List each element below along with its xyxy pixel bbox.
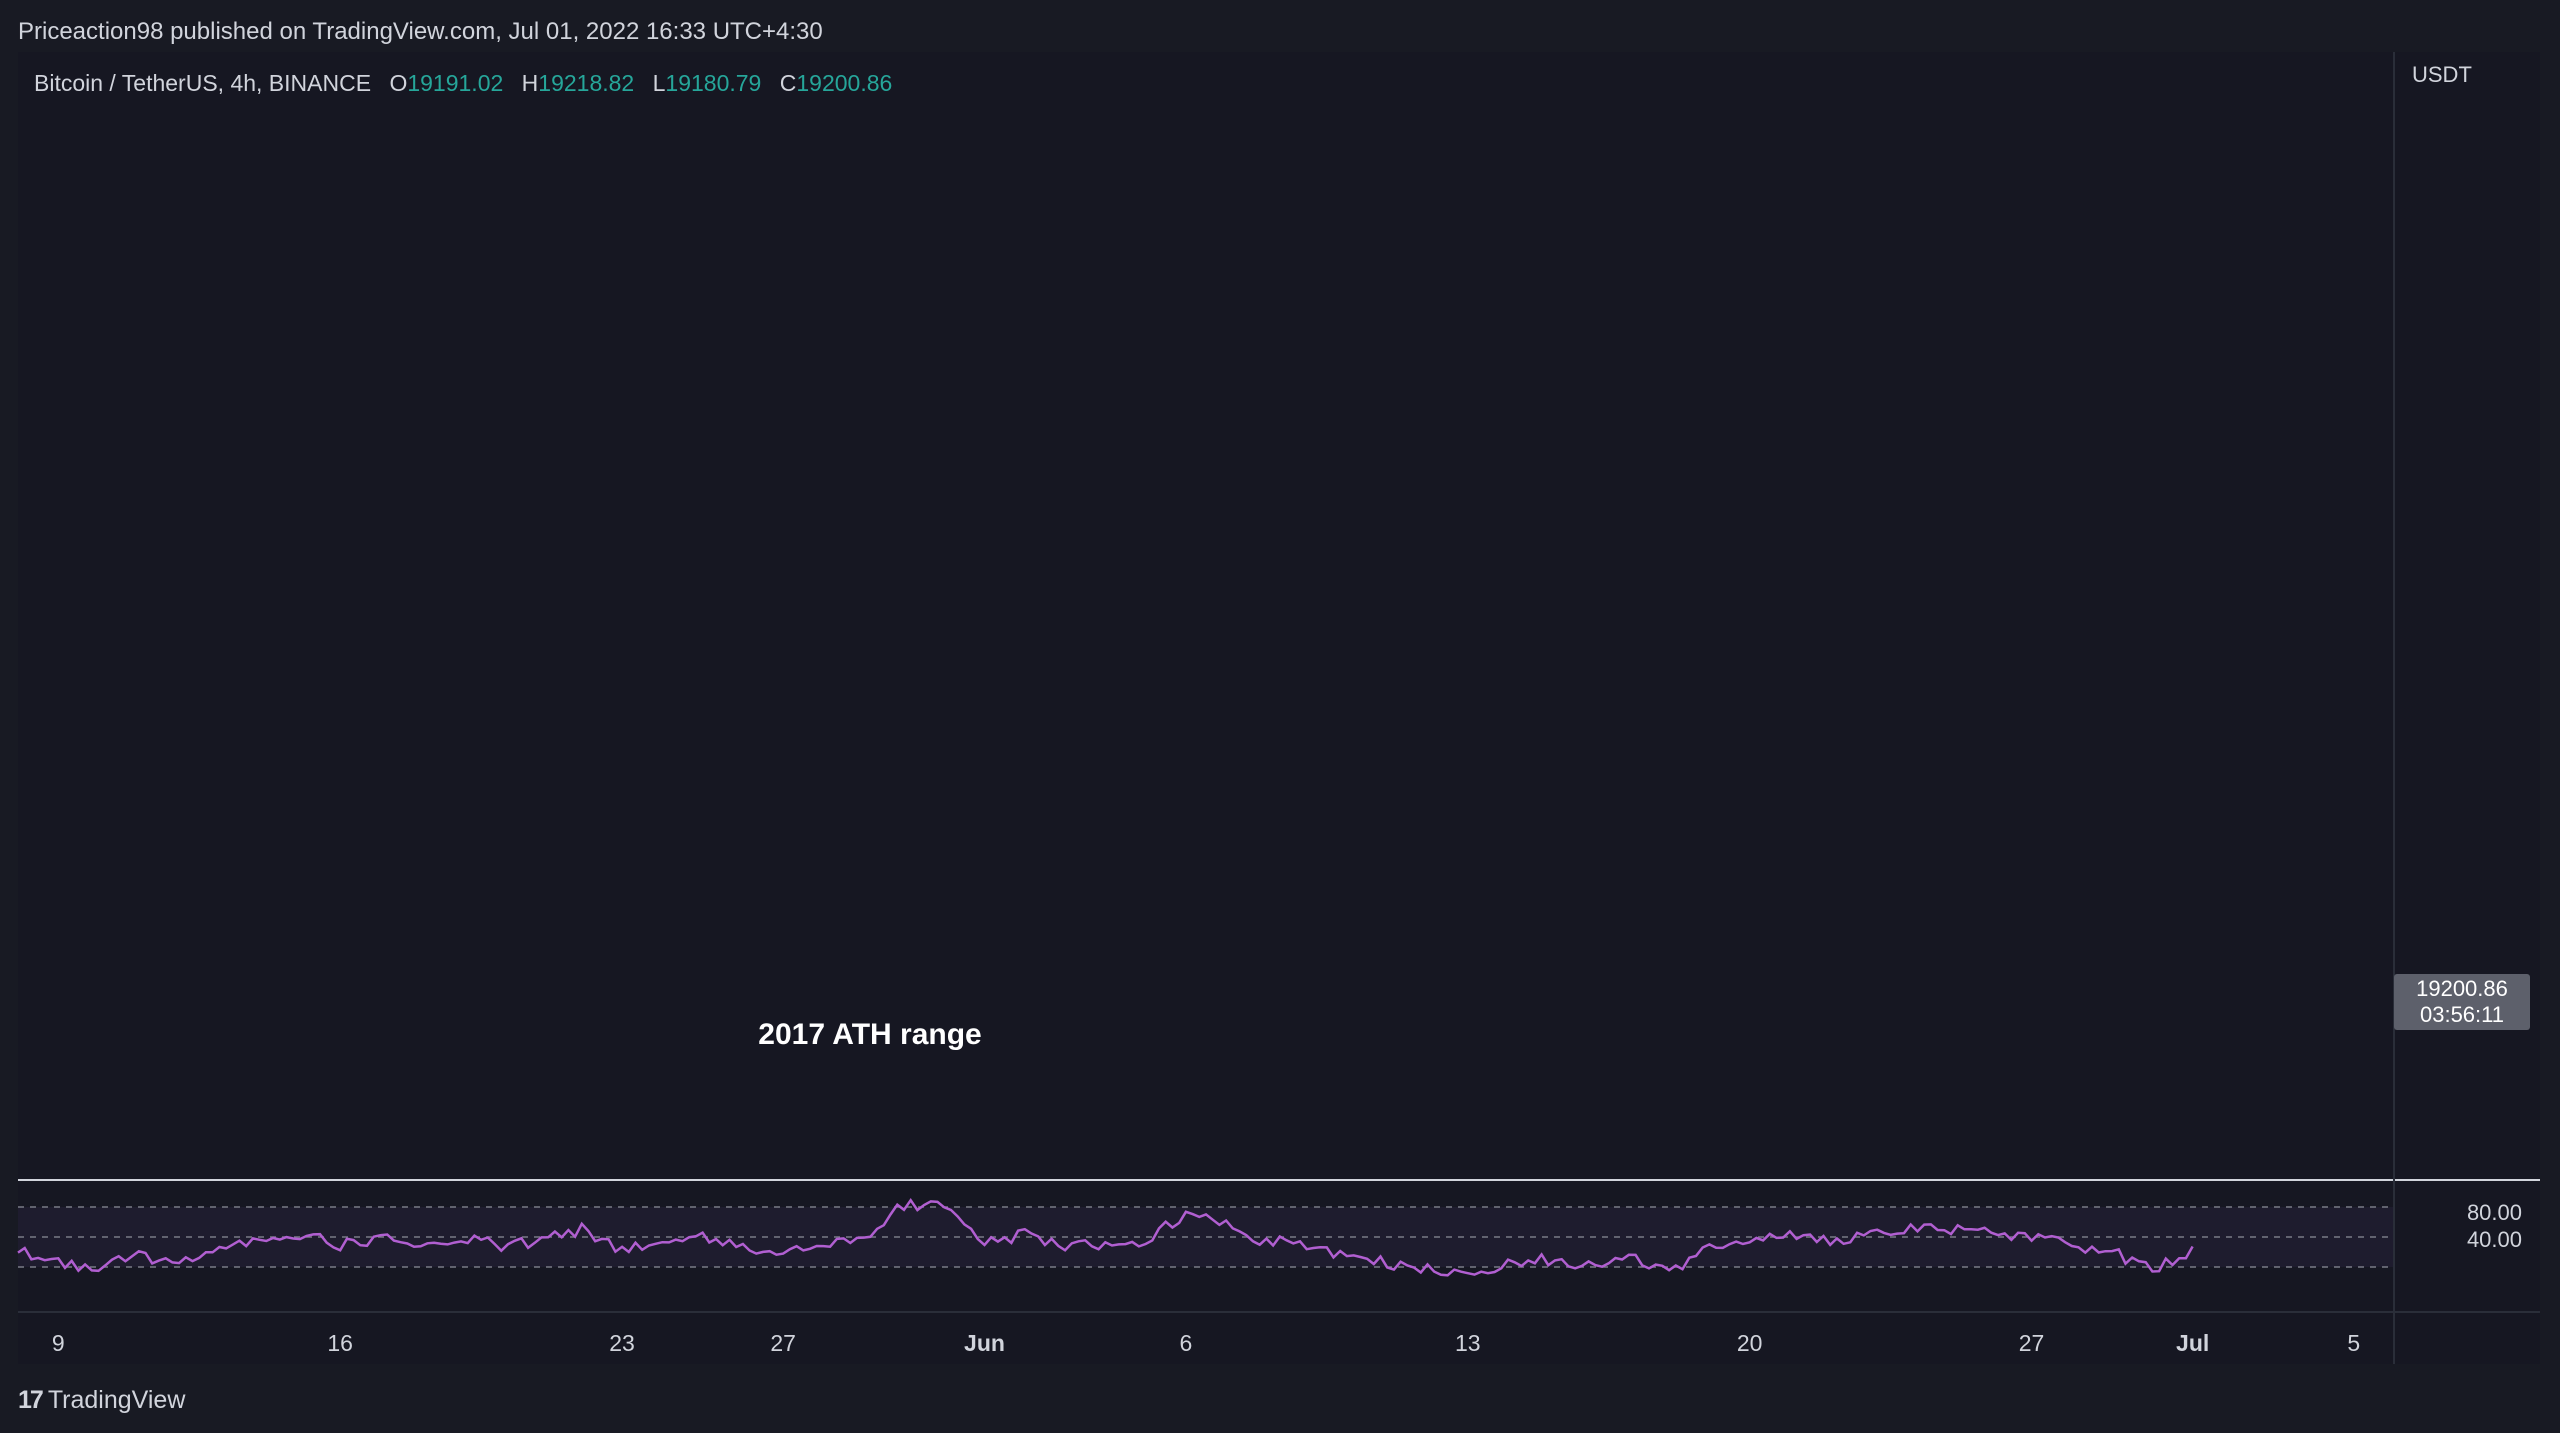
published-caption: Priceaction98 published on TradingView.c… <box>18 18 823 45</box>
time-tick-label: Jul <box>2176 1330 2210 1356</box>
high-value: 19218.82 <box>538 70 635 96</box>
chart-legend: Bitcoin / TetherUS, 4h, BINANCE O19191.0… <box>34 70 892 97</box>
close-value: 19200.86 <box>796 70 893 96</box>
time-tick-label: 13 <box>1454 1330 1481 1356</box>
rsi-layer <box>17 1179 2540 1277</box>
rsi-line <box>17 1197 2194 1277</box>
last-price-tag: 19200.86 03:56:11 <box>2394 974 2530 1030</box>
close-label: C <box>779 70 797 96</box>
tradingview-logo-icon: 17 <box>18 1386 44 1414</box>
open-label: O <box>389 70 408 96</box>
rsi-tick-label: 40.00 <box>2466 1227 2522 1252</box>
ath-range-label: 2017 ATH range <box>758 1018 982 1051</box>
time-tick-label: 5 <box>2347 1330 2361 1356</box>
last-price-value: 19200.86 <box>2416 976 2508 1001</box>
high-label: H <box>521 70 539 96</box>
time-tick-label: Jun <box>964 1330 1005 1356</box>
time-tick-label: 23 <box>609 1330 635 1356</box>
time-tick-label: 20 <box>1736 1330 1763 1356</box>
low-label: L <box>652 70 666 96</box>
low-value: 19180.79 <box>665 70 762 96</box>
tradingview-logo[interactable]: 17 TradingView <box>18 1386 185 1415</box>
time-tick-label: 27 <box>770 1330 796 1356</box>
tradingview-logo-text: TradingView <box>47 1386 186 1414</box>
symbol-label: Bitcoin / TetherUS, 4h, BINANCE <box>34 70 372 96</box>
currency-label[interactable]: USDT <box>2412 62 2472 87</box>
time-tick-label: 9 <box>51 1330 65 1356</box>
chart-area[interactable] <box>18 52 2540 1364</box>
time-tick-label: 6 <box>1179 1330 1193 1356</box>
time-tick-label: 16 <box>327 1330 353 1356</box>
axes-frame <box>18 52 2540 1364</box>
bar-countdown: 03:56:11 <box>2419 1002 2504 1027</box>
rsi-tick-label: 80.00 <box>2466 1200 2522 1225</box>
time-tick-label: 27 <box>2018 1330 2045 1356</box>
open-value: 19191.02 <box>407 70 504 96</box>
